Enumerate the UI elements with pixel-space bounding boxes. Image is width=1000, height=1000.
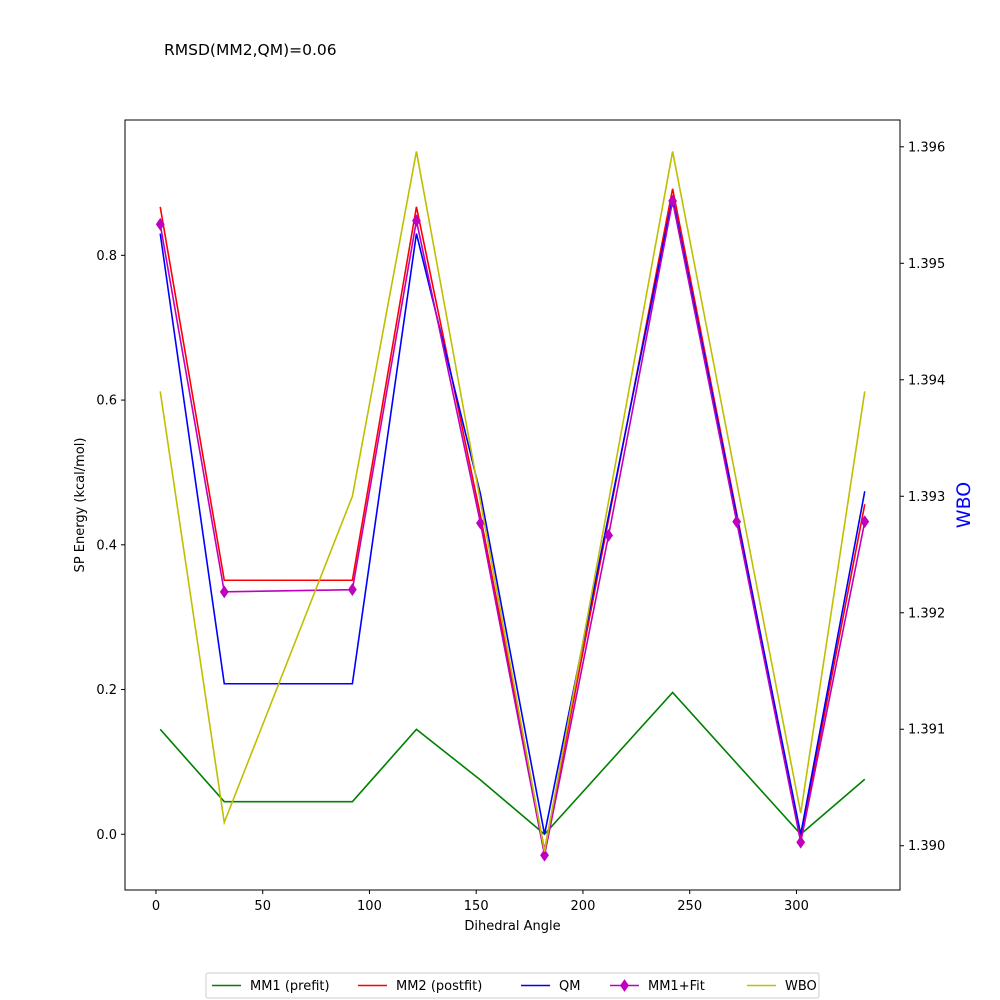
series-line-2 (159, 197, 866, 835)
x-tick-label: 50 (254, 899, 271, 914)
legend-label: MM1 (prefit) (250, 979, 330, 994)
y-axis-label: SP Energy (kcal/mol) (73, 438, 88, 573)
data-point-marker (412, 214, 421, 227)
plot-frame (124, 119, 901, 891)
data-point-marker (219, 585, 229, 599)
x-tick-label: 200 (571, 899, 596, 914)
legend-label: QM (559, 979, 580, 994)
y2-tick-label: 1.392 (908, 606, 945, 621)
y2-tick-label: 1.391 (908, 723, 945, 738)
x-tick-label: 0 (152, 899, 160, 914)
legend-label: MM1+Fit (648, 979, 705, 994)
data-point-marker (604, 529, 613, 542)
data-point-marker (540, 848, 549, 862)
y-tick-label: 0.8 (96, 249, 117, 264)
y2-axis-label: WBO (953, 482, 975, 528)
data-point-marker (347, 583, 357, 597)
data-point-marker (476, 516, 485, 530)
legend: MM1 (prefit) MM2 (postfit) QM MM1+Fit WBO (205, 972, 820, 999)
chart-title: RMSD(MM2,QM)=0.06 (164, 41, 337, 59)
y-tick-label: 0.2 (96, 683, 117, 698)
x-tick-label: 250 (677, 899, 702, 914)
data-point-marker (668, 194, 678, 208)
x-tick-label: 300 (784, 899, 809, 914)
x-axis-label: Dihedral Angle (464, 919, 560, 934)
x-tick-label: 100 (357, 899, 382, 914)
x-tick-label: 150 (464, 899, 489, 914)
data-point-marker (155, 217, 165, 231)
legend-box (205, 972, 820, 999)
y2-tick-label: 1.394 (908, 373, 945, 388)
y2-tick-label: 1.390 (908, 839, 945, 854)
y2-tick-label: 1.393 (908, 490, 945, 505)
legend-marker (620, 979, 629, 992)
series-line-4 (159, 151, 866, 852)
y-tick-label: 0.4 (96, 538, 117, 553)
legend-label: MM2 (postfit) (396, 979, 482, 994)
data-point-marker (860, 515, 870, 529)
y2-tick-label: 1.396 (908, 140, 945, 155)
data-point-marker (796, 835, 806, 849)
y-tick-label: 0.0 (96, 828, 117, 843)
legend-label: WBO (785, 979, 817, 994)
y2-tick-label: 1.395 (908, 257, 945, 272)
data-point-marker (732, 515, 742, 529)
series-line-0 (159, 691, 866, 836)
y-tick-label: 0.6 (96, 394, 117, 409)
axes-layer: 0 50 100 150 200 250 300 0.0 0.2 0.4 0.6 0.8 1.390 1.… (96, 119, 945, 914)
series-layer (155, 151, 870, 862)
